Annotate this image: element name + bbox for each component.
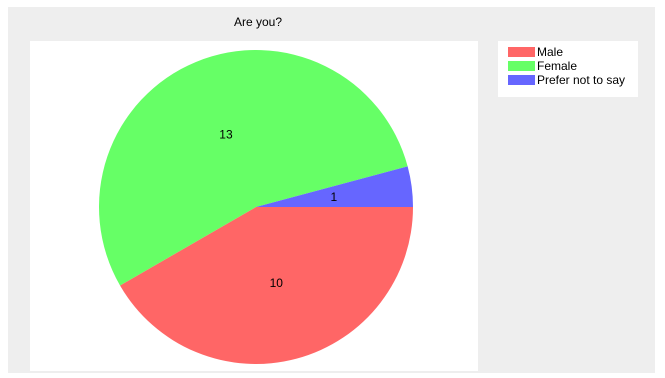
legend-swatch-male xyxy=(508,46,535,57)
legend-label-prefer-not-to-say: Prefer not to say xyxy=(537,72,626,87)
legend-swatch-prefer-not-to-say xyxy=(508,74,535,85)
pie-label-male: 10 xyxy=(270,276,284,290)
legend: Male Female Prefer not to say xyxy=(498,41,638,97)
pie-slice-prefer-not-to-say xyxy=(256,166,413,207)
plot-area: 10 13 1 xyxy=(30,41,478,371)
legend-item-prefer-not-to-say: Prefer not to say xyxy=(508,72,638,87)
chart-title: Are you? xyxy=(233,15,283,29)
legend-item-female: Female xyxy=(508,58,638,73)
legend-label-male: Male xyxy=(537,44,564,59)
pie-label-female: 13 xyxy=(219,127,233,141)
legend-item-male: Male xyxy=(508,44,638,59)
pie-slice-female xyxy=(98,49,408,286)
chart-frame: Are you? 10 13 1 Male Female Prefer not to… xyxy=(8,7,655,373)
legend-label-female: Female xyxy=(537,58,578,73)
pie-chart: 10 13 1 xyxy=(98,49,414,364)
pie-label-prefer-not-to-say: 1 xyxy=(330,190,337,204)
pie-slice-male xyxy=(120,207,414,364)
legend-swatch-female xyxy=(508,60,535,71)
